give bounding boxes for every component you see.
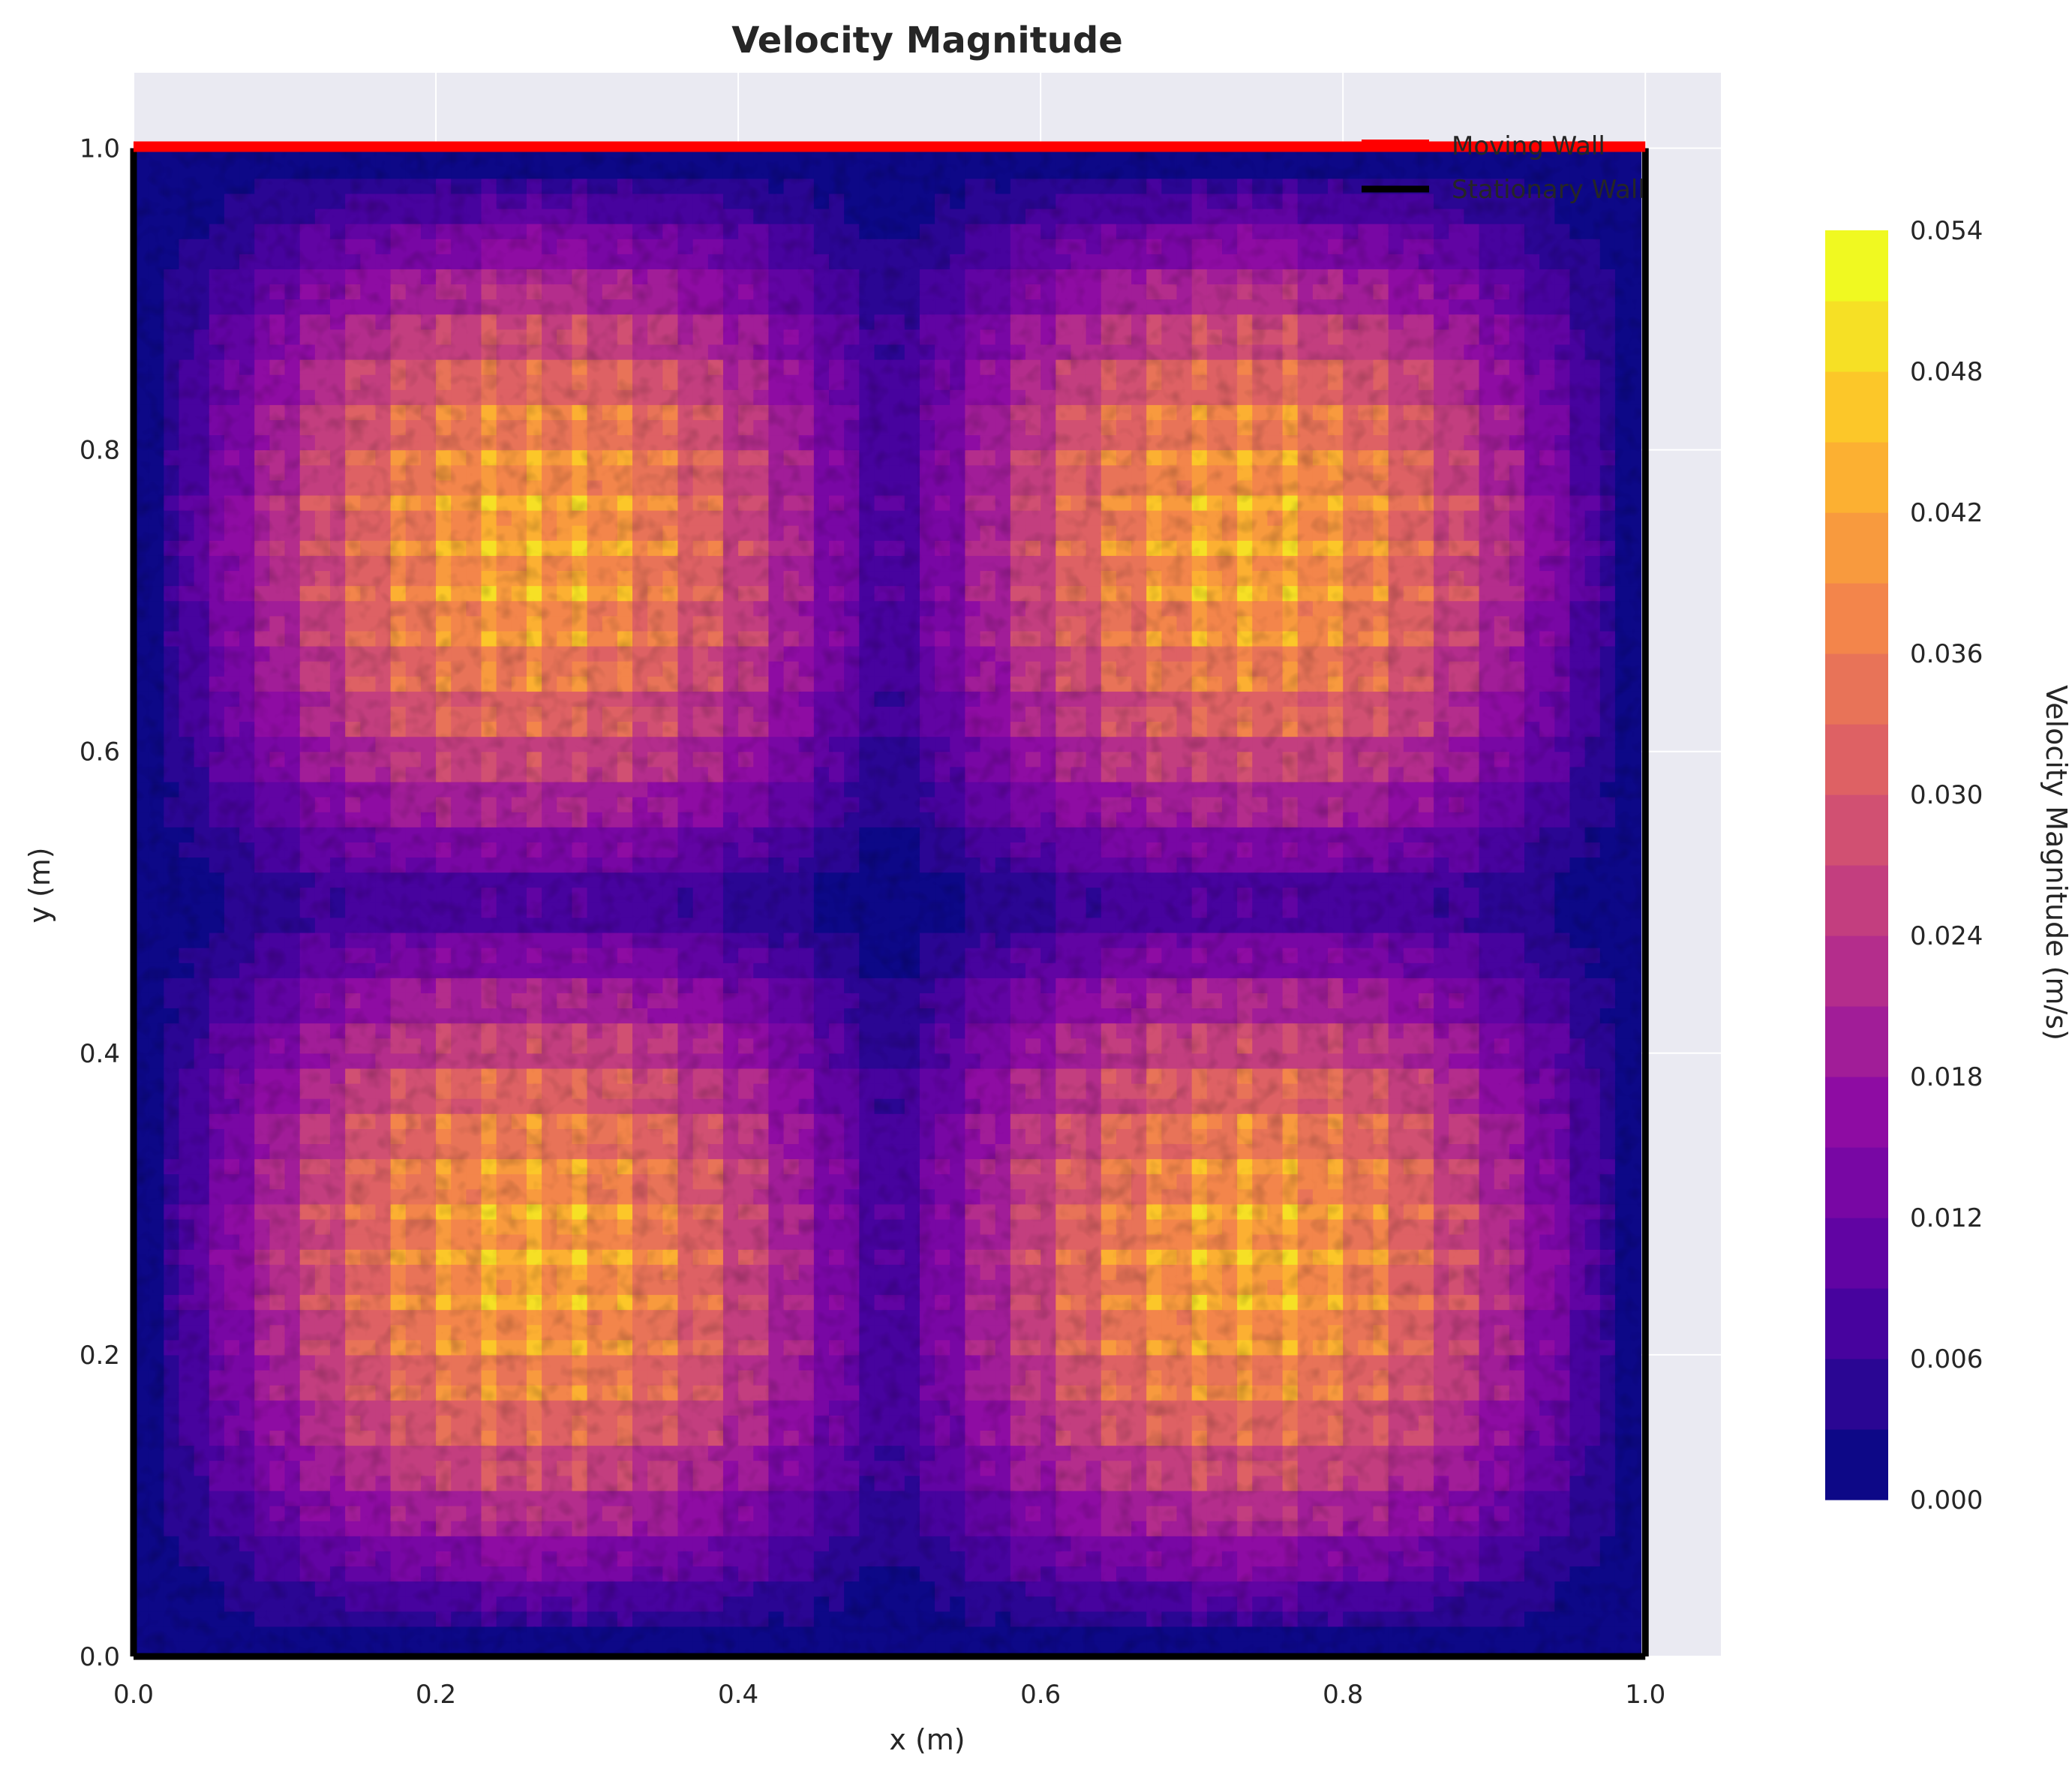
colorbar-tick-label: 0.054 — [1910, 216, 1983, 246]
x-tick-label: 0.2 — [416, 1680, 456, 1710]
colorbar-segment — [1825, 1359, 1888, 1430]
colorbar-segment — [1825, 794, 1888, 866]
y-tick-label: 0.6 — [80, 737, 120, 767]
colorbar-tick-label: 0.048 — [1910, 357, 1983, 387]
colorbar-label: Velocity Magnitude (m/s) — [2040, 685, 2072, 1041]
x-tick-label: 0.0 — [113, 1680, 154, 1710]
chart-title: Velocity Magnitude — [731, 20, 1123, 62]
x-tick-label: 1.0 — [1625, 1680, 1665, 1710]
x-tick-labels: 0.0 0.2 0.4 0.6 0.8 1.0 — [113, 1680, 1665, 1710]
colorbar-segment — [1825, 724, 1888, 795]
colorbar-segment — [1825, 442, 1888, 513]
y-tick-label: 0.4 — [80, 1039, 120, 1069]
x-tick-label: 0.4 — [718, 1680, 758, 1710]
x-tick-label: 0.6 — [1020, 1680, 1061, 1710]
y-tick-label: 0.8 — [80, 436, 120, 466]
y-tick-label: 1.0 — [80, 134, 120, 164]
legend-label: Moving Wall — [1452, 131, 1605, 161]
colorbar-tick-label: 0.024 — [1910, 921, 1983, 951]
heatmap-field — [134, 148, 1646, 1657]
y-tick-label: 0.2 — [80, 1341, 120, 1371]
colorbar-segment — [1825, 1147, 1888, 1218]
colorbar-segment — [1825, 512, 1888, 584]
y-tick-label: 0.0 — [80, 1642, 120, 1672]
colorbar-tick-label: 0.036 — [1910, 639, 1983, 669]
colorbar — [1825, 230, 1888, 1500]
colorbar-segment — [1825, 301, 1888, 372]
legend-label: Stationary Wall — [1452, 175, 1645, 205]
colorbar-segment — [1825, 230, 1888, 302]
colorbar-tick-label: 0.030 — [1910, 780, 1983, 810]
y-tick-labels: 0.0 0.2 0.4 0.6 0.8 1.0 — [80, 134, 120, 1672]
colorbar-segment — [1825, 936, 1888, 1007]
colorbar-tick-label: 0.000 — [1910, 1485, 1983, 1515]
colorbar-segment — [1825, 1288, 1888, 1359]
colorbar-tick-label: 0.006 — [1910, 1344, 1983, 1374]
colorbar-tick-labels: 0.000 0.006 0.012 0.018 0.024 0.030 0.036 0.042… — [1910, 216, 1983, 1515]
colorbar-tick-label: 0.018 — [1910, 1062, 1983, 1092]
colorbar-segment — [1825, 1006, 1888, 1077]
x-axis-label: x (m) — [889, 1723, 965, 1756]
colorbar-segment — [1825, 371, 1888, 443]
colorbar-segment — [1825, 583, 1888, 654]
colorbar-segment — [1825, 1077, 1888, 1148]
colorbar-segment — [1825, 1218, 1888, 1289]
x-tick-label: 0.8 — [1323, 1680, 1363, 1710]
colorbar-tick-label: 0.012 — [1910, 1203, 1983, 1233]
colorbar-segment — [1825, 653, 1888, 725]
colorbar-tick-label: 0.042 — [1910, 498, 1983, 528]
colorbar-segment — [1825, 1429, 1888, 1500]
colorbar-segment — [1825, 865, 1888, 936]
y-axis-label: y (m) — [23, 847, 56, 923]
